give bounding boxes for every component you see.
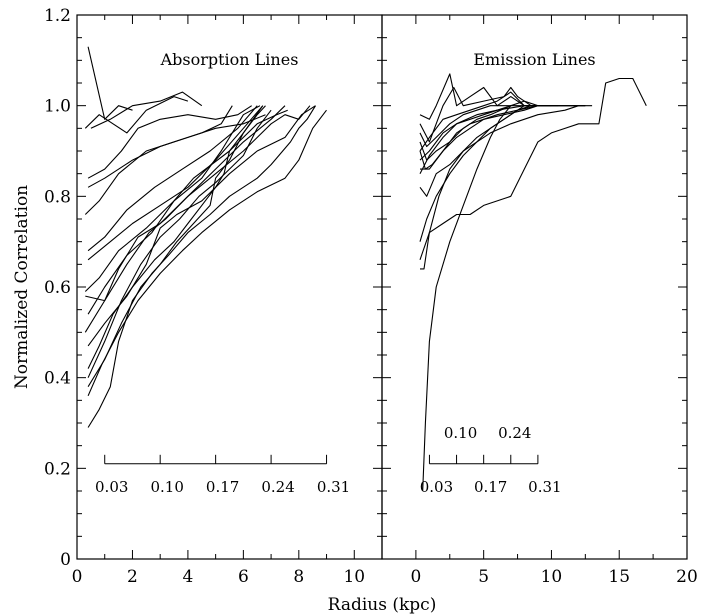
y-tick-label: 0: [60, 550, 71, 570]
series-line-13: [87, 105, 316, 347]
panel-emission-lines: 0 5 10 15 20 Emission Lines 0.03 0.17 0.31 0.10 0.…: [381, 14, 698, 587]
series-line-12: [84, 105, 311, 333]
series-line-12: [419, 105, 586, 174]
y-tick-label: 0.8: [44, 187, 71, 207]
series-line-6: [84, 105, 233, 215]
x-tick-label: 2: [127, 567, 138, 587]
series-line-8: [419, 100, 552, 161]
scale-bar-label: 0.10: [150, 478, 183, 496]
series-line-3: [419, 105, 525, 242]
scale-bar-label: 0.03: [420, 478, 453, 496]
scale-bar-label: 0.17: [474, 478, 507, 496]
scale-bar-label: 0.31: [317, 478, 350, 496]
x-tick-label: 5: [478, 567, 489, 587]
series-line-7: [419, 91, 538, 152]
x-tick-label: 20: [676, 567, 698, 587]
x-tick-label: 6: [238, 567, 249, 587]
y-axis-label: Normalized Correlation: [12, 185, 32, 389]
series-line-16: [87, 109, 327, 397]
series-line-11: [419, 105, 586, 197]
series-line-11: [87, 109, 288, 315]
scale-bar-label-upper: 0.10: [444, 424, 477, 442]
scale-bar-label: 0.24: [261, 478, 294, 496]
x-axis-label: Radius (kpc): [328, 595, 437, 615]
series-line-1: [422, 105, 512, 492]
y-tick-label: 1.2: [44, 6, 71, 26]
series-line-4: [419, 77, 647, 260]
y-tick-label: 0.4: [44, 369, 71, 389]
scale-bar-label: 0.31: [528, 478, 561, 496]
series-line-2: [420, 105, 532, 270]
series-line-15: [87, 105, 264, 387]
scale-bar-label-upper: 0.24: [498, 424, 531, 442]
y-tick-label: 0.6: [44, 278, 71, 298]
x-tick-label: 10: [541, 567, 563, 587]
series-line-4: [87, 105, 252, 179]
x-tick-label: 4: [182, 567, 193, 587]
scale-bar-label: 0.03: [95, 478, 128, 496]
series-line-5: [419, 73, 525, 120]
x-tick-label: 10: [343, 567, 365, 587]
series-line-18: [87, 109, 272, 378]
x-tick-label: 15: [608, 567, 630, 587]
series-line-8: [87, 105, 264, 261]
x-tick-label: 0: [410, 567, 421, 587]
series-line-17: [87, 105, 316, 428]
series-line-14: [87, 105, 266, 369]
series-line-14: [419, 105, 511, 148]
series-line-2: [84, 96, 189, 134]
scale-bar-label: 0.17: [206, 478, 239, 496]
series-line-6: [419, 86, 532, 143]
series-line-5: [87, 114, 266, 188]
panel-title: Emission Lines: [473, 50, 595, 69]
series-line-7: [87, 105, 258, 252]
series-line-9: [84, 105, 261, 292]
series-line-13: [419, 105, 559, 170]
panel-absorption-lines: 0 2 4 6 8 10 0 0.2 0.4 0.6 0.8 1.0 1.2 Absorption Lin…: [44, 6, 383, 587]
series-line-3: [90, 91, 203, 129]
x-tick-label: 0: [72, 567, 83, 587]
panel-title: Absorption Lines: [160, 50, 299, 69]
x-tick-label: 8: [293, 567, 304, 587]
y-tick-label: 0.2: [44, 459, 71, 479]
y-tick-label: 1.0: [44, 97, 71, 117]
series-line-1: [87, 46, 133, 120]
